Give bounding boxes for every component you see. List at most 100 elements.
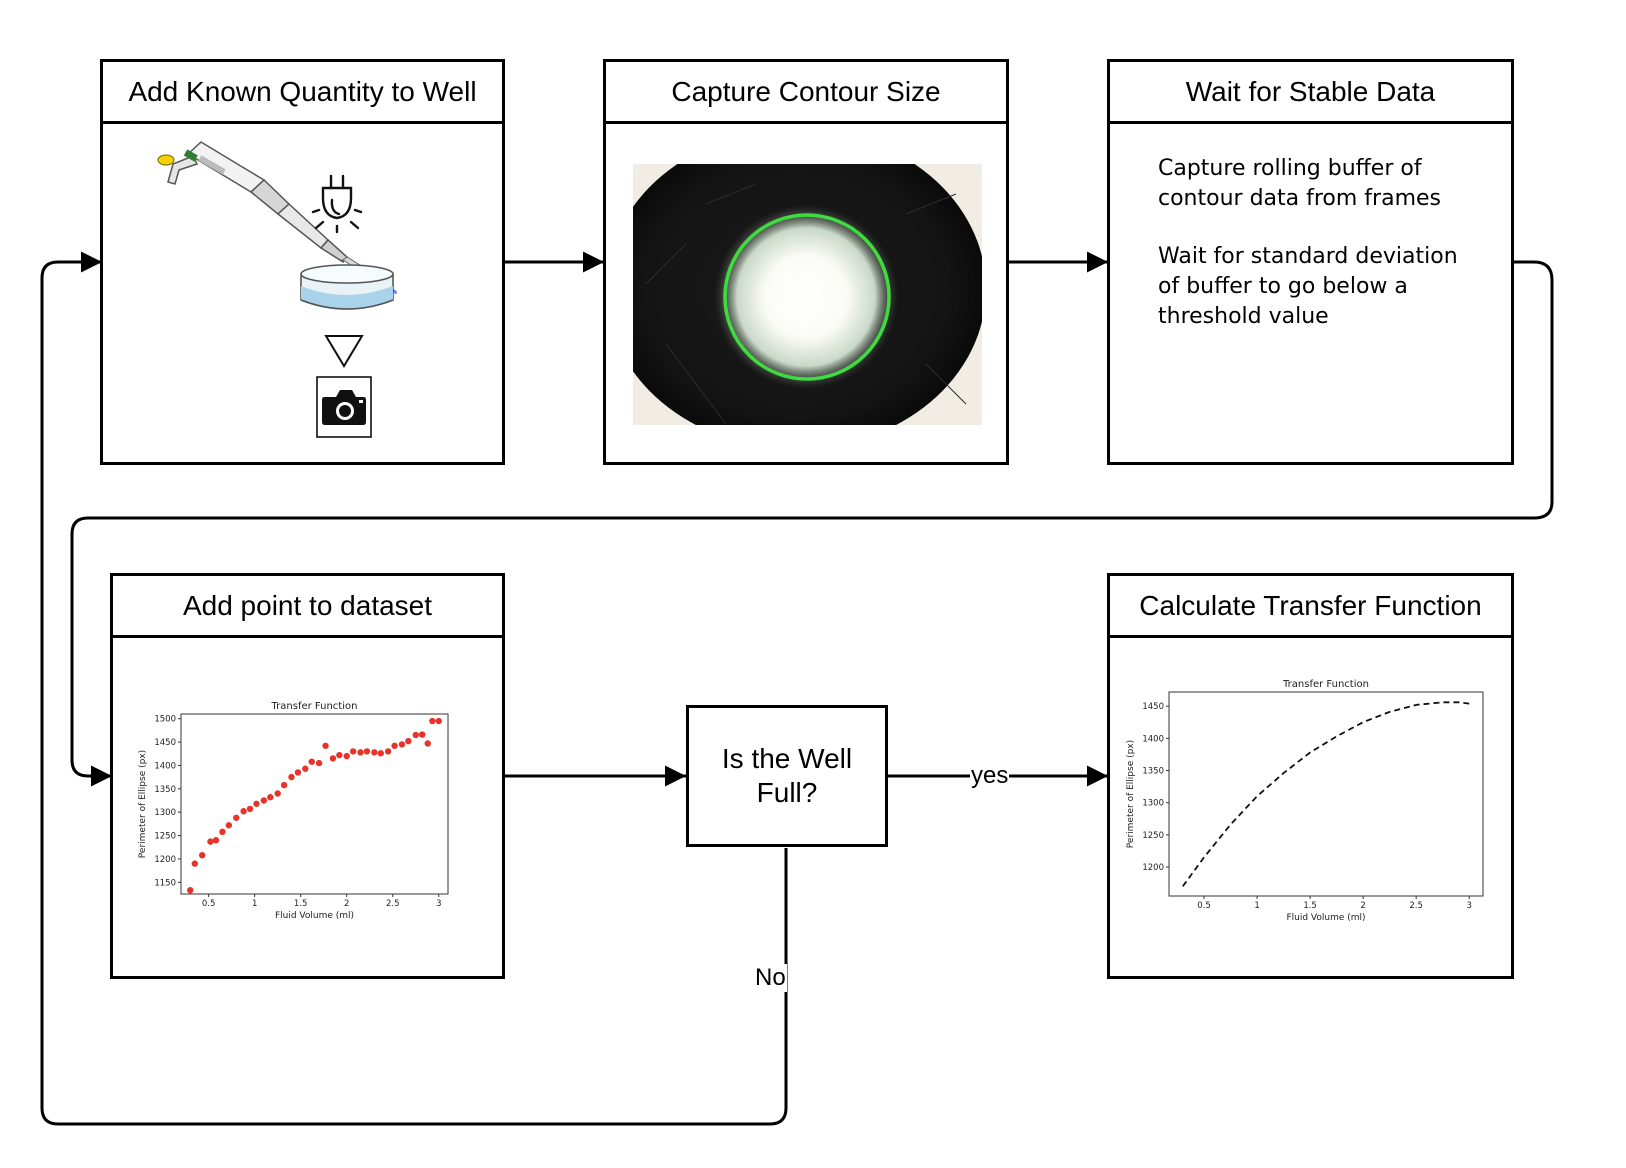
contour-ring	[723, 213, 891, 381]
data-point	[349, 748, 357, 755]
data-point	[343, 752, 350, 760]
x-tick-label: 1.5	[1303, 901, 1317, 911]
data-point	[225, 822, 233, 829]
data-point	[294, 769, 302, 776]
step-title: Capture Contour Size	[606, 62, 1006, 124]
step-calculate-transfer-function: Calculate Transfer Function 0.5 1 1.5 2 2.5 3…	[1107, 573, 1514, 979]
data-point	[212, 837, 220, 844]
data-point	[288, 773, 295, 781]
data-point	[419, 731, 426, 738]
x-axis-label: Fluid Volume (ml)	[275, 911, 354, 921]
description-paragraph-2: Wait for standard deviation of buffer to…	[1158, 244, 1458, 329]
data-point	[219, 828, 226, 836]
step-title: Add Known Quantity to Well	[103, 62, 502, 124]
y-tick-label: 1450	[1142, 702, 1164, 712]
step-description: Capture rolling buffer of contour data f…	[1110, 124, 1511, 462]
x-tick-label: 2.5	[386, 899, 400, 909]
data-point	[405, 737, 412, 745]
data-point	[329, 755, 337, 762]
line-chart-panel: 0.5 1 1.5 2 2.5 3 1200 1250 1300 1350 1400 1450 Tran…	[1110, 638, 1511, 976]
description-paragraph-1: Capture rolling buffer of contour data f…	[1158, 156, 1442, 211]
triangle-down-icon	[324, 335, 364, 368]
data-point	[246, 805, 254, 813]
step-illustration	[103, 124, 502, 462]
scatter-chart-panel: 0.5 1 1.5 2 2.5 3 1150 1200 1250 1300 1350 1400 1450…	[113, 638, 502, 976]
plot-frame	[180, 713, 449, 895]
step-capture-contour: Capture Contour Size	[603, 59, 1009, 465]
y-axis-label: Perimeter of Ellipse (px)	[1126, 740, 1136, 848]
data-point	[363, 748, 371, 755]
data-point	[357, 749, 364, 756]
x-tick-label: 0.5	[1197, 901, 1211, 911]
step-title: Add point to dataset	[113, 576, 502, 638]
data-point	[233, 814, 240, 821]
no-label: No	[754, 964, 787, 992]
data-point	[429, 717, 436, 725]
y-tick-label: 1200	[1142, 863, 1164, 873]
y-tick-label: 1500	[154, 715, 176, 725]
data-point	[302, 765, 309, 772]
decision-line-1: Is the Well	[721, 743, 853, 774]
x-tick-label: 2.5	[1409, 901, 1423, 911]
data-point	[336, 751, 343, 759]
x-tick-label: 1.5	[294, 899, 308, 909]
edge-no-loop	[40, 251, 788, 1126]
x-tick-label: 1	[1254, 901, 1259, 911]
x-tick-label: 0.5	[202, 899, 216, 909]
decision-line-2: Full?	[756, 777, 818, 808]
step-title: Wait for Stable Data	[1110, 62, 1511, 124]
data-point	[435, 717, 442, 725]
chart-title: Transfer Function	[1282, 679, 1369, 690]
y-tick-label: 1450	[154, 738, 176, 748]
data-point	[253, 800, 260, 807]
y-tick-label: 1300	[154, 808, 176, 818]
data-point	[398, 741, 406, 748]
y-tick-label: 1150	[154, 878, 176, 888]
step-add-point: Add point to dataset 0.5 1 1.5 2 2.5 3 1150 120…	[110, 573, 505, 979]
data-point	[412, 731, 419, 739]
data-point	[315, 759, 323, 767]
y-tick-label: 1250	[1142, 831, 1164, 841]
y-tick-label: 1350	[1142, 767, 1164, 777]
camera-icon	[316, 376, 372, 438]
step-add-known-quantity: Add Known Quantity to Well	[100, 59, 505, 465]
data-point	[240, 808, 247, 815]
data-point	[391, 742, 398, 749]
x-axis-label: Fluid Volume (ml)	[1286, 913, 1365, 923]
x-tick-label: 1	[252, 899, 257, 909]
data-point	[280, 781, 288, 789]
data-point	[198, 851, 206, 859]
x-tick-label: 3	[436, 899, 441, 909]
data-point	[207, 838, 214, 845]
y-tick-label: 1300	[1142, 799, 1164, 809]
y-tick-label: 1250	[154, 832, 176, 842]
line-chart: 0.5 1 1.5 2 2.5 3 1200 1250 1300 1350 1400 1450 Tran…	[1126, 679, 1484, 923]
chart-title: Transfer Function	[271, 701, 358, 712]
petri-dish-icon	[300, 264, 394, 310]
yes-label: yes	[970, 762, 1010, 790]
step-title: Calculate Transfer Function	[1110, 576, 1511, 638]
light-bulb-icon	[311, 174, 363, 234]
y-axis-label: Perimeter of Ellipse (px)	[138, 750, 148, 858]
y-tick-label: 1400	[1142, 734, 1164, 744]
plot-frame	[1168, 691, 1484, 897]
data-point	[322, 742, 329, 749]
edge-wait-to-addpoint	[70, 260, 1554, 787]
contour-photo	[606, 124, 1006, 462]
series-line	[1182, 701, 1470, 887]
data-point	[384, 748, 392, 755]
decision-is-well-full: Is the Well Full?	[686, 705, 888, 847]
y-tick-label: 1350	[154, 785, 176, 795]
scatter-chart: 0.5 1 1.5 2 2.5 3 1150 1200 1250 1300 1350 1400 1450…	[138, 701, 449, 921]
y-tick-label: 1400	[154, 761, 176, 771]
data-point	[187, 887, 194, 894]
data-point	[260, 797, 268, 804]
data-point	[308, 758, 315, 765]
data-point	[191, 860, 199, 867]
data-point	[377, 750, 384, 757]
x-tick-label: 2	[344, 899, 349, 909]
x-tick-label: 2	[1360, 901, 1365, 911]
step-wait-stable-data: Wait for Stable Data Capture rolling buf…	[1107, 59, 1514, 465]
data-point	[274, 790, 281, 797]
